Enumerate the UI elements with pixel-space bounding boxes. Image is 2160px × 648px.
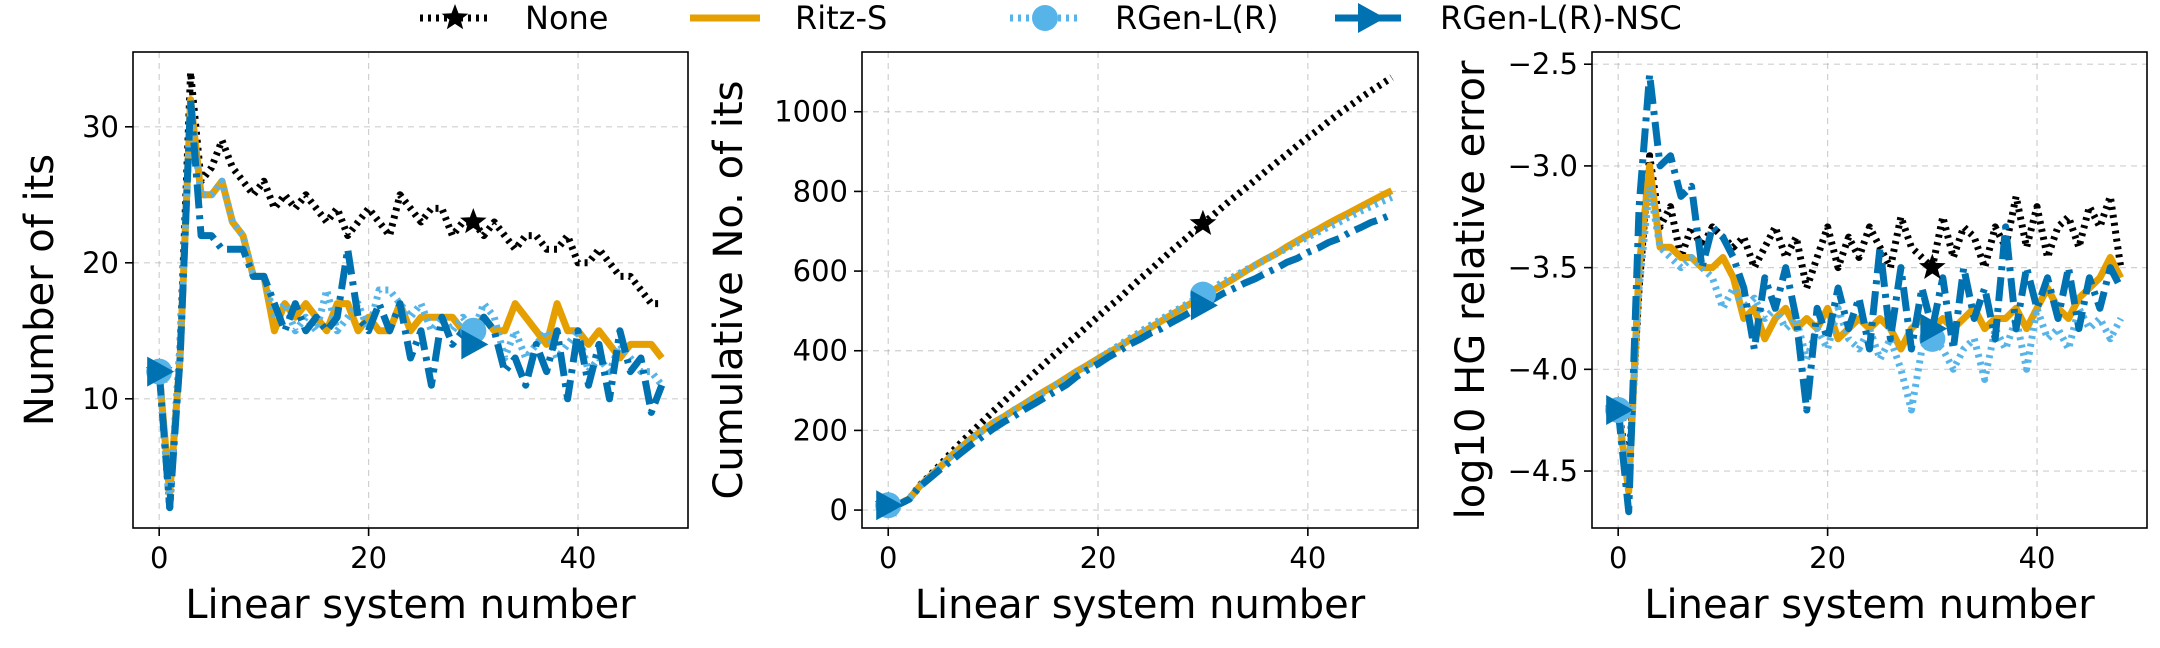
panels: 0 20 40 10 20 30 Linear system number Number of…: [17, 47, 2148, 628]
y-tick-label: 30: [82, 110, 119, 144]
series-line-none: [155, 68, 662, 512]
data-point-rgen_nsc: [461, 329, 489, 360]
series-lines: [887, 74, 1394, 509]
series-line-ritz: [887, 187, 1394, 509]
y-tick-label: −3.0: [1508, 149, 1578, 183]
y-axis-label: log10 HG relative error: [1448, 60, 1494, 519]
x-tick-label: 0: [150, 541, 168, 575]
legend-marker: [1032, 5, 1058, 31]
data-point-none: [1189, 209, 1217, 235]
legend-label: RGen-L(R)-NSC: [1440, 0, 1682, 37]
data-point-none: [1919, 253, 1946, 279]
data-point-rgen_nsc: [1190, 290, 1218, 321]
data-point-rgen_nsc: [1920, 313, 1948, 344]
y-tick-label: −4.5: [1508, 454, 1578, 488]
y-tick-label: 400: [793, 334, 848, 368]
y-tick-label: −3.5: [1508, 251, 1578, 285]
y-tick-label: 20: [82, 246, 119, 280]
legend-label: Ritz-S: [795, 0, 887, 37]
x-tick-label: 40: [1289, 541, 1326, 575]
x-tick-label: 0: [879, 541, 897, 575]
legend-item-none: None: [420, 0, 608, 37]
series-line-none: [1614, 152, 2125, 475]
y-axis-label: Cumulative No. of its: [706, 80, 752, 499]
x-axis-label: Linear system number: [185, 582, 636, 628]
series-lines: [155, 68, 666, 512]
x-tick-label: 20: [1080, 541, 1117, 575]
chart-panel-3: 0 20 40 −4.5 −4.0 −3.5 −3.0 −2.5 Linear system n…: [1448, 47, 2148, 628]
y-tick-label: 10: [82, 382, 119, 416]
y-tick-label: 200: [793, 413, 848, 447]
y-tick-label: −2.5: [1508, 47, 1578, 81]
legend-marker: [441, 4, 469, 30]
series-line-rgen: [887, 194, 1394, 509]
legend-item-rgen: RGen-L(R): [1010, 0, 1279, 37]
series-line-ritz: [155, 96, 665, 498]
x-tick-label: 40: [2019, 541, 2056, 575]
plot-frame: [861, 51, 1419, 529]
x-tick-label: 40: [560, 541, 597, 575]
series-line-none: [887, 74, 1394, 509]
x-tick-label: 0: [1609, 541, 1627, 575]
y-axis-label: Number of its: [17, 154, 63, 426]
legend: None Ritz-S RGen-L(R) RGen-L(R)-NSC: [420, 0, 1682, 37]
y-tick-label: 0: [830, 493, 848, 527]
y-tick-label: 1000: [774, 95, 848, 129]
y-tick-label: 800: [793, 174, 848, 208]
data-point-rgen_nsc: [1606, 395, 1634, 426]
legend-marker: [1358, 3, 1385, 33]
x-axis-label: Linear system number: [915, 582, 1366, 628]
y-tick-label: 600: [793, 254, 848, 288]
series-lines: [1614, 70, 2125, 516]
data-point-rgen_nsc: [147, 356, 175, 387]
legend-item-ritz: Ritz-S: [690, 0, 887, 37]
plot-frame: [132, 51, 689, 529]
chart-panel-1: 0 20 40 10 20 30 Linear system number Number of…: [17, 51, 689, 628]
x-axis-label: Linear system number: [1644, 582, 2095, 628]
series-line-rgen_nsc: [887, 211, 1394, 509]
series-markers: [145, 208, 489, 387]
data-point-rgen_nsc: [876, 490, 904, 521]
series-line-rgen_nsc: [1614, 70, 2124, 516]
x-tick-label: 20: [1809, 541, 1846, 575]
series-line-ritz: [1614, 162, 2124, 495]
x-tick-label: 20: [350, 541, 387, 575]
series-line-rgen_nsc: [155, 96, 666, 512]
legend-label: None: [525, 0, 608, 37]
series-markers: [874, 209, 1218, 521]
legend-label: RGen-L(R): [1115, 0, 1279, 37]
plot-frame: [1591, 51, 2148, 529]
y-tick-label: −4.0: [1508, 352, 1578, 386]
series-markers: [1604, 253, 1948, 426]
data-point-none: [460, 208, 487, 234]
legend-item-rgen_nsc: RGen-L(R)-NSC: [1335, 0, 1682, 37]
